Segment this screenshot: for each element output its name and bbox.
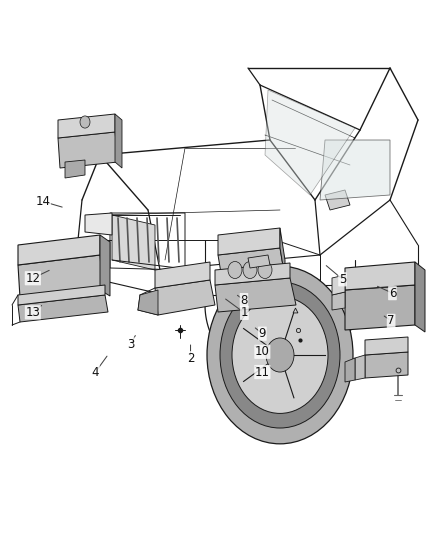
Polygon shape: [155, 262, 210, 288]
Text: 4: 4: [92, 366, 99, 378]
Polygon shape: [58, 114, 115, 138]
Polygon shape: [355, 355, 365, 380]
Polygon shape: [155, 280, 215, 315]
Circle shape: [207, 266, 353, 444]
Polygon shape: [332, 292, 345, 310]
Polygon shape: [65, 160, 85, 178]
Polygon shape: [248, 255, 270, 268]
Polygon shape: [218, 228, 280, 255]
Text: 2: 2: [187, 352, 194, 365]
Text: 10: 10: [255, 345, 270, 358]
Polygon shape: [215, 278, 296, 312]
Text: 9: 9: [258, 327, 266, 340]
Polygon shape: [365, 352, 408, 378]
Polygon shape: [18, 235, 100, 265]
Polygon shape: [18, 255, 103, 298]
Text: 7: 7: [387, 314, 395, 327]
Polygon shape: [100, 235, 110, 296]
Circle shape: [258, 262, 272, 279]
Polygon shape: [112, 215, 155, 270]
Circle shape: [232, 296, 328, 414]
Polygon shape: [320, 140, 390, 200]
Polygon shape: [265, 90, 355, 195]
Text: 6: 6: [389, 287, 396, 300]
Polygon shape: [115, 114, 122, 168]
Circle shape: [266, 338, 294, 372]
Polygon shape: [85, 213, 112, 235]
Polygon shape: [138, 290, 158, 315]
Polygon shape: [345, 358, 355, 382]
Text: 12: 12: [25, 272, 40, 285]
Text: 8: 8: [240, 294, 247, 306]
Polygon shape: [280, 228, 285, 278]
Polygon shape: [365, 337, 408, 355]
Circle shape: [220, 282, 340, 428]
Polygon shape: [18, 295, 108, 322]
Text: 1: 1: [240, 306, 248, 319]
Polygon shape: [345, 285, 415, 330]
Polygon shape: [332, 275, 345, 295]
Polygon shape: [415, 262, 425, 332]
Text: 13: 13: [25, 306, 40, 319]
Polygon shape: [215, 263, 290, 285]
Circle shape: [80, 116, 90, 128]
Polygon shape: [325, 190, 350, 210]
Text: 3: 3: [127, 338, 134, 351]
Text: 14: 14: [35, 195, 50, 208]
Text: 5: 5: [339, 273, 346, 286]
Circle shape: [243, 262, 257, 279]
Circle shape: [228, 262, 242, 279]
Polygon shape: [218, 248, 285, 285]
Polygon shape: [58, 132, 118, 168]
Polygon shape: [345, 262, 415, 290]
Polygon shape: [18, 285, 105, 305]
Text: 11: 11: [255, 366, 270, 378]
